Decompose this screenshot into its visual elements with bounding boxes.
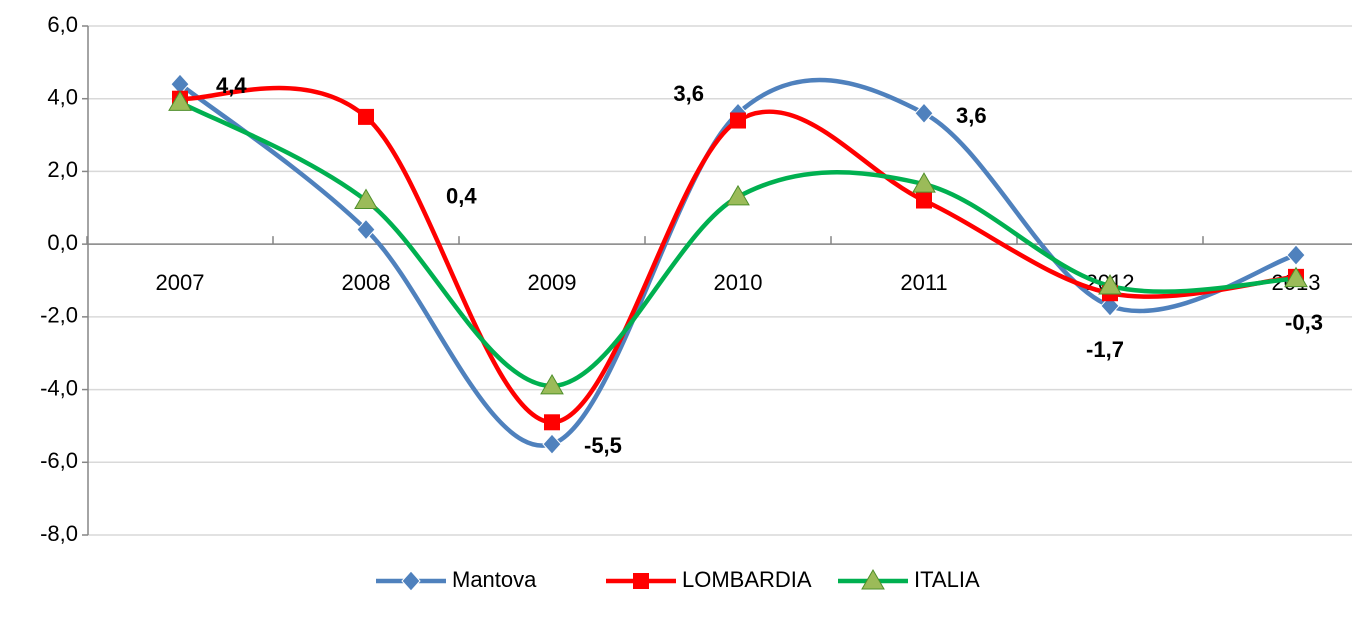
x-tick-label: 2007: [156, 270, 205, 295]
marker: [914, 102, 934, 125]
x-tick-label: 2011: [900, 270, 947, 295]
marker: [540, 373, 564, 395]
y-tick-label: -6,0: [40, 448, 78, 473]
series-line: [179, 85, 1297, 425]
marker: [633, 573, 649, 589]
data-label: -1,7: [1086, 337, 1124, 362]
marker: [730, 112, 746, 129]
marker: [168, 90, 192, 111]
data-label: -0,3: [1285, 310, 1323, 335]
marker: [1286, 244, 1306, 266]
data-label: 0,4: [446, 183, 477, 208]
marker: [912, 172, 936, 193]
y-tick-label: -8,0: [40, 521, 78, 546]
marker: [861, 569, 885, 590]
y-tick-label: 4,0: [47, 85, 78, 110]
marker: [726, 184, 750, 206]
marker: [1098, 273, 1122, 295]
marker: [1284, 266, 1308, 288]
data-label: 4,4: [216, 73, 247, 98]
marker: [916, 192, 932, 209]
marker: [544, 414, 560, 431]
x-tick-label: 2010: [714, 270, 763, 295]
legend-label: ITALIA: [914, 567, 980, 592]
marker: [354, 188, 378, 210]
series-line: [178, 77, 1297, 448]
marker: [356, 218, 376, 241]
y-tick-label: 2,0: [47, 157, 78, 182]
y-tick-label: 0,0: [47, 230, 78, 255]
legend-label: LOMBARDIA: [682, 567, 812, 592]
marker: [542, 433, 562, 455]
x-tick-label: 2008: [342, 270, 391, 295]
y-tick-label: 6,0: [47, 12, 78, 37]
data-label: -5,5: [584, 433, 622, 458]
x-tick-label: 2009: [528, 270, 577, 295]
y-tick-label: -2,0: [40, 303, 78, 328]
marker: [358, 108, 374, 125]
y-tick-label: -4,0: [40, 375, 78, 400]
data-label: 3,6: [956, 103, 987, 128]
marker: [401, 570, 421, 592]
legend-label: Mantova: [452, 567, 537, 592]
data-label: 3,6: [673, 81, 704, 106]
